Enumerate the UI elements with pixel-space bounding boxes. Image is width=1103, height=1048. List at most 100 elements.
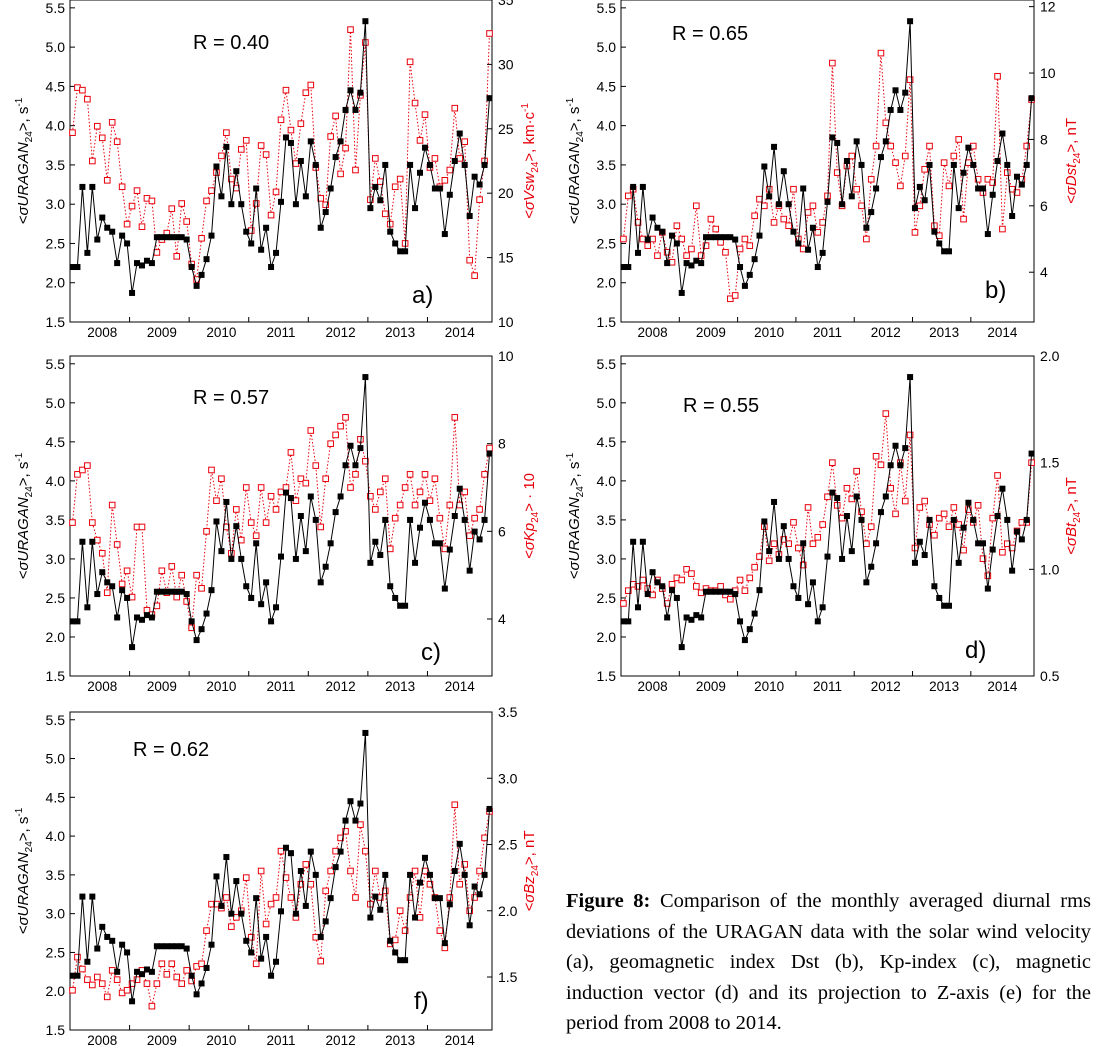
parameter-point bbox=[287, 894, 295, 901]
uragan-point bbox=[746, 271, 753, 278]
parameter-point bbox=[396, 907, 404, 915]
uragan-point bbox=[273, 249, 280, 256]
uragan-point bbox=[248, 240, 255, 247]
parameter-point bbox=[267, 900, 275, 908]
uragan-point bbox=[347, 87, 354, 94]
parameter-point bbox=[282, 484, 290, 491]
uragan-point bbox=[1028, 95, 1035, 102]
parameter-point bbox=[347, 867, 354, 875]
uragan-point bbox=[780, 168, 787, 175]
uragan-point bbox=[644, 591, 651, 598]
panel-f: 1.5 2.0 2.5 3.0 3.5 4.0 4.5 5.0 5.5 1.5 2.0 2.5 3.0 3… bbox=[46, 704, 518, 1048]
uragan-point bbox=[69, 264, 76, 271]
uragan-point bbox=[1013, 528, 1020, 535]
uragan-point bbox=[322, 563, 329, 570]
right-tick-label: 35 bbox=[498, 0, 514, 8]
uragan-point bbox=[143, 612, 150, 619]
parameter-point bbox=[416, 914, 424, 921]
uragan-point bbox=[673, 240, 680, 247]
uragan-point bbox=[688, 616, 695, 623]
right-tick-label: 8 bbox=[1040, 131, 1048, 147]
parameter-point bbox=[456, 155, 464, 162]
uragan-point bbox=[431, 540, 438, 547]
parameter-point bbox=[819, 521, 826, 528]
parameter-point bbox=[237, 146, 245, 153]
uragan-point bbox=[417, 169, 424, 176]
uragan-point bbox=[198, 980, 205, 987]
uragan-point bbox=[158, 588, 165, 595]
uragan-point bbox=[698, 260, 705, 267]
right-axis-label: <σDst24>, nT bbox=[1063, 118, 1083, 204]
uragan-point bbox=[168, 234, 175, 241]
parameter-point bbox=[931, 531, 938, 539]
series-line-c-uragan bbox=[72, 377, 490, 648]
uragan-point bbox=[466, 922, 473, 929]
uragan-point bbox=[644, 236, 651, 243]
uragan-point bbox=[382, 161, 389, 168]
parameter-point bbox=[376, 488, 384, 496]
uragan-point bbox=[268, 618, 275, 625]
parameter-point bbox=[79, 965, 86, 973]
parameter-point bbox=[168, 205, 176, 212]
uragan-point bbox=[1004, 161, 1011, 168]
uragan-point bbox=[639, 183, 646, 190]
uragan-point bbox=[766, 193, 773, 200]
parameter-point bbox=[911, 229, 919, 236]
uragan-point bbox=[307, 493, 314, 500]
uragan-point bbox=[436, 895, 443, 902]
parameter-point bbox=[317, 523, 325, 531]
uragan-point bbox=[89, 183, 96, 190]
uragan-point bbox=[892, 442, 899, 449]
uragan-point bbox=[970, 516, 977, 523]
uragan-point bbox=[109, 937, 116, 944]
parameter-point bbox=[103, 589, 111, 597]
uragan-point bbox=[790, 228, 797, 235]
uragan-point bbox=[119, 232, 126, 239]
left-tick-label: 3.0 bbox=[46, 551, 66, 567]
left-tick-label: 4.5 bbox=[46, 78, 66, 94]
uragan-point bbox=[377, 552, 384, 559]
parameter-point bbox=[960, 546, 967, 554]
uragan-point bbox=[297, 868, 304, 874]
parameter-point bbox=[98, 134, 106, 142]
parameter-point bbox=[183, 598, 190, 605]
parameter-point bbox=[678, 576, 686, 584]
uragan-point bbox=[785, 201, 792, 208]
panel-c: 1.5 2.0 2.5 3.0 3.5 4.0 4.5 5.0 5.5 4 6 8 10 2008 2009… bbox=[46, 348, 514, 694]
panel-a: 1.5 2.0 2.5 3.0 3.5 4.0 4.5 5.0 5.5 10 15 20 25 30 35 2… bbox=[46, 0, 514, 340]
uragan-point bbox=[737, 618, 744, 625]
parameter-point bbox=[795, 544, 802, 552]
uragan-point bbox=[941, 602, 948, 609]
left-tick-label: 4.0 bbox=[46, 828, 66, 844]
uragan-point bbox=[756, 232, 763, 239]
parameter-point bbox=[123, 567, 131, 575]
uragan-point bbox=[989, 546, 996, 553]
parameter-point bbox=[926, 142, 933, 150]
uragan-point bbox=[402, 248, 409, 255]
left-tick-label: 2.5 bbox=[597, 235, 617, 251]
uragan-point bbox=[756, 587, 763, 594]
parameter-point bbox=[98, 549, 106, 557]
uragan-point bbox=[322, 209, 329, 216]
parameter-point bbox=[819, 219, 826, 226]
left-tick-label: 5.5 bbox=[46, 712, 66, 728]
parameter-point bbox=[829, 459, 836, 466]
right-tick-label: 1.5 bbox=[1040, 455, 1060, 471]
parameter-point bbox=[688, 245, 695, 253]
uragan-point bbox=[228, 201, 235, 208]
uragan-point bbox=[412, 205, 419, 212]
uragan-point bbox=[129, 289, 136, 296]
parameter-point bbox=[257, 867, 265, 875]
parameter-point bbox=[233, 914, 240, 921]
parameter-point bbox=[867, 175, 875, 183]
parameter-point bbox=[342, 414, 349, 421]
right-tick-label: 4 bbox=[498, 611, 506, 627]
uragan-point bbox=[732, 236, 739, 243]
uragan-point bbox=[79, 538, 86, 545]
parameter-point bbox=[999, 548, 1006, 556]
uragan-point bbox=[253, 895, 260, 902]
uragan-point bbox=[258, 601, 265, 608]
right-tick-label: 2.0 bbox=[498, 903, 518, 919]
parameter-point bbox=[317, 957, 325, 965]
uragan-point bbox=[683, 260, 690, 267]
